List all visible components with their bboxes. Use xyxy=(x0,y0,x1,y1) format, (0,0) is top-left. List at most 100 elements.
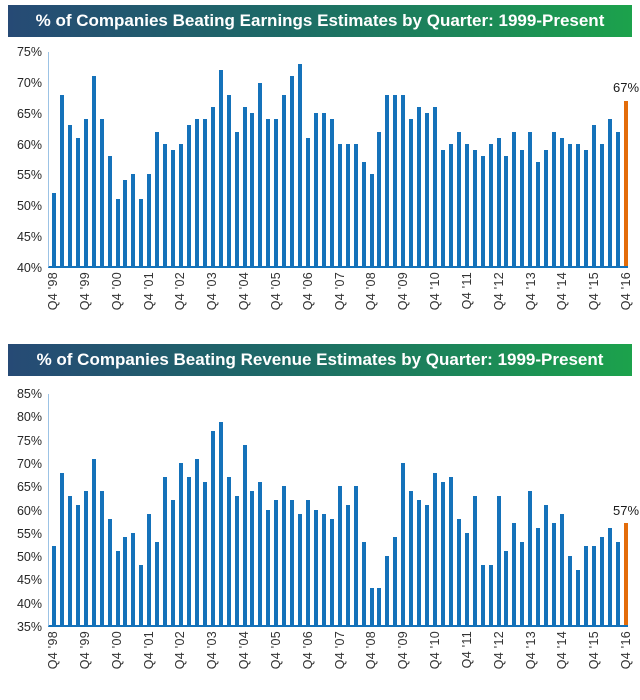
bar xyxy=(226,477,231,625)
bar xyxy=(480,155,485,266)
y-axis-tick-label: 55% xyxy=(16,168,42,183)
revenue-chart-title-bar: % of Companies Beating Revenue Estimates… xyxy=(8,344,632,376)
bar xyxy=(282,94,287,266)
plot-area: 75% 70% 65% 60% 55% 50% 45% 40% 67% xyxy=(17,45,639,275)
x-axis-tick-label: Q4 '98 xyxy=(46,272,60,311)
y-axis-tick-label: 80% xyxy=(16,410,42,425)
bar xyxy=(226,94,231,266)
bar xyxy=(163,477,168,625)
bar xyxy=(488,564,493,625)
bar xyxy=(520,541,525,625)
bar xyxy=(417,500,422,625)
bar xyxy=(607,119,612,266)
bar xyxy=(186,125,191,266)
bar xyxy=(274,119,279,266)
bar xyxy=(290,500,295,625)
bar xyxy=(306,137,310,266)
bar xyxy=(123,180,128,266)
x-axis-labels: Q4 '98 Q4 '99 Q4 '00 Q4 '01 Q4 '02 Q4 '03 Q4 '… xyxy=(46,627,633,689)
bar xyxy=(329,518,334,625)
bar xyxy=(147,514,152,625)
bar xyxy=(52,192,56,266)
x-axis-tick-label: Q4 '06 xyxy=(300,272,315,311)
bar xyxy=(377,588,382,625)
x-axis-tick-label: Q4 '02 xyxy=(173,272,188,311)
x-axis-tick-label: Q4 '00 xyxy=(109,272,124,311)
y-axis-tick-label: 65% xyxy=(16,106,42,121)
bar xyxy=(496,137,501,266)
y-axis-tick-label: 60% xyxy=(16,137,42,152)
bar xyxy=(194,458,199,625)
bar xyxy=(353,486,358,625)
bar xyxy=(599,537,604,625)
x-axis-tick-label: Q4 '04 xyxy=(237,272,251,311)
bar xyxy=(298,514,303,625)
bar xyxy=(186,477,191,625)
x-axis-tick-label: Q4 '08 xyxy=(364,631,379,670)
bar xyxy=(377,131,382,266)
bar xyxy=(560,514,564,625)
bar xyxy=(298,64,303,266)
bar xyxy=(393,94,398,266)
x-axis-tick-label: Q4 '12 xyxy=(491,272,506,311)
bar xyxy=(409,119,414,266)
x-axis-tick-label: Q4 '05 xyxy=(268,631,283,670)
bar xyxy=(115,198,120,266)
bar xyxy=(107,155,112,266)
bar xyxy=(464,532,469,625)
bar xyxy=(210,430,215,625)
bar xyxy=(528,491,533,625)
x-axis-tick-label: Q4 '07 xyxy=(332,631,347,670)
bar xyxy=(75,504,80,625)
x-axis-tick-label: Q4 '03 xyxy=(205,272,220,311)
x-axis-tick-label: Q4 '03 xyxy=(205,631,220,670)
y-axis-tick-label: 75% xyxy=(16,433,42,448)
bar xyxy=(575,569,580,625)
x-axis-tick-label: Q4 '99 xyxy=(77,272,92,311)
bar xyxy=(218,421,223,625)
bar xyxy=(179,463,183,625)
bar xyxy=(488,143,493,266)
page: % of Companies Beating Earnings Estimate… xyxy=(0,5,640,700)
bar xyxy=(59,94,64,266)
highlight-value-label: 67% xyxy=(612,80,640,96)
bar xyxy=(313,509,318,625)
bar xyxy=(171,149,176,266)
bar xyxy=(91,458,96,625)
bar xyxy=(520,149,525,266)
bar-series xyxy=(52,52,628,266)
bar xyxy=(155,541,160,625)
x-axis-tick-label: Q4 '13 xyxy=(523,631,538,670)
bar xyxy=(409,491,414,625)
bar xyxy=(91,76,96,266)
highlight-bar xyxy=(623,100,628,266)
earnings-chart-title: % of Companies Beating Earnings Estimate… xyxy=(35,11,605,30)
x-axis-tick-label: Q4 '14 xyxy=(555,272,570,311)
bar xyxy=(567,143,572,266)
bar xyxy=(67,495,72,625)
x-axis-tick-label: Q4 '99 xyxy=(77,631,92,670)
bar xyxy=(163,143,168,266)
revenue-chart-section: % of Companies Beating Revenue Estimates… xyxy=(0,344,640,689)
bar xyxy=(615,541,620,625)
bar xyxy=(504,551,509,625)
y-axis-tick-label: 75% xyxy=(16,45,42,59)
x-axis-tick-label: Q4 '07 xyxy=(332,272,347,311)
x-axis-tick-label: Q4 '12 xyxy=(491,631,506,670)
x-axis-tick-label: Q4 '14 xyxy=(555,631,570,670)
bar xyxy=(385,555,390,625)
x-axis-tick-label: Q4 '01 xyxy=(141,272,156,311)
bar xyxy=(202,119,207,266)
bar xyxy=(464,143,469,266)
bar xyxy=(567,555,572,625)
bar xyxy=(448,477,453,625)
axes-frame: 67% xyxy=(48,52,639,268)
bar xyxy=(155,131,160,266)
bar xyxy=(583,149,588,266)
bar xyxy=(147,174,152,266)
bar xyxy=(599,143,604,266)
y-axis-tick-label: 55% xyxy=(16,526,42,541)
bar xyxy=(258,481,263,625)
bar xyxy=(544,504,549,625)
x-axis-tick-label: Q4 '09 xyxy=(396,272,411,311)
